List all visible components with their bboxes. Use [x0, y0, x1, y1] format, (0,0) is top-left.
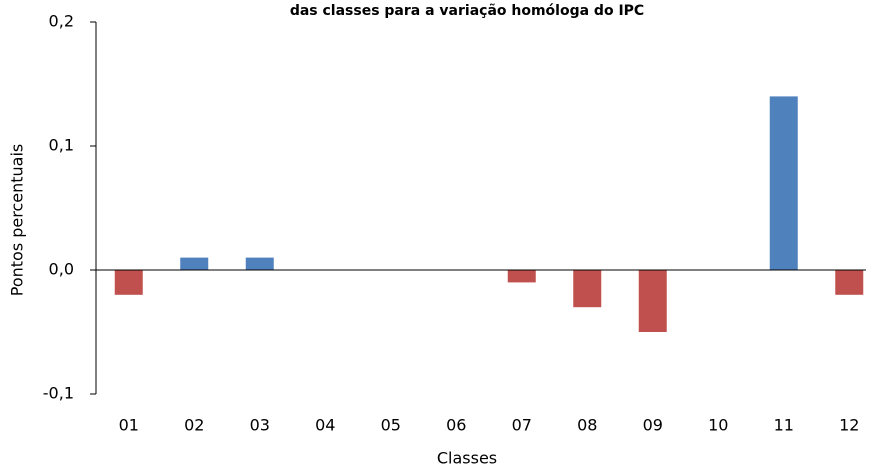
x-tick-label: 10: [708, 416, 728, 435]
x-tick-label: 03: [250, 416, 270, 435]
bar: [245, 257, 274, 270]
bar: [573, 270, 602, 308]
bar: [507, 270, 536, 283]
bar: [114, 270, 143, 295]
x-tick-label: 11: [774, 416, 794, 435]
x-tick-label: 12: [839, 416, 859, 435]
x-tick-label: 02: [184, 416, 204, 435]
y-tick-label: 0,1: [49, 136, 74, 155]
bar: [835, 270, 864, 295]
x-tick-label: 09: [643, 416, 663, 435]
chart-title: das classes para a variação homóloga do …: [290, 3, 644, 19]
x-tick-label: 05: [381, 416, 401, 435]
bar: [769, 96, 798, 271]
bar: [638, 270, 667, 332]
x-tick-label: 04: [315, 416, 335, 435]
y-tick-label: 0,0: [49, 260, 74, 279]
bar: [180, 257, 209, 270]
y-tick-label: 0,2: [49, 12, 74, 31]
x-tick-label: 07: [512, 416, 532, 435]
x-tick-label: 06: [446, 416, 466, 435]
x-tick-label: 08: [577, 416, 597, 435]
x-tick-label: 01: [119, 416, 139, 435]
x-axis-label: Classes: [437, 449, 497, 468]
y-tick-label: -0,1: [43, 384, 74, 403]
y-axis-label: Pontos percentuais: [8, 144, 27, 297]
